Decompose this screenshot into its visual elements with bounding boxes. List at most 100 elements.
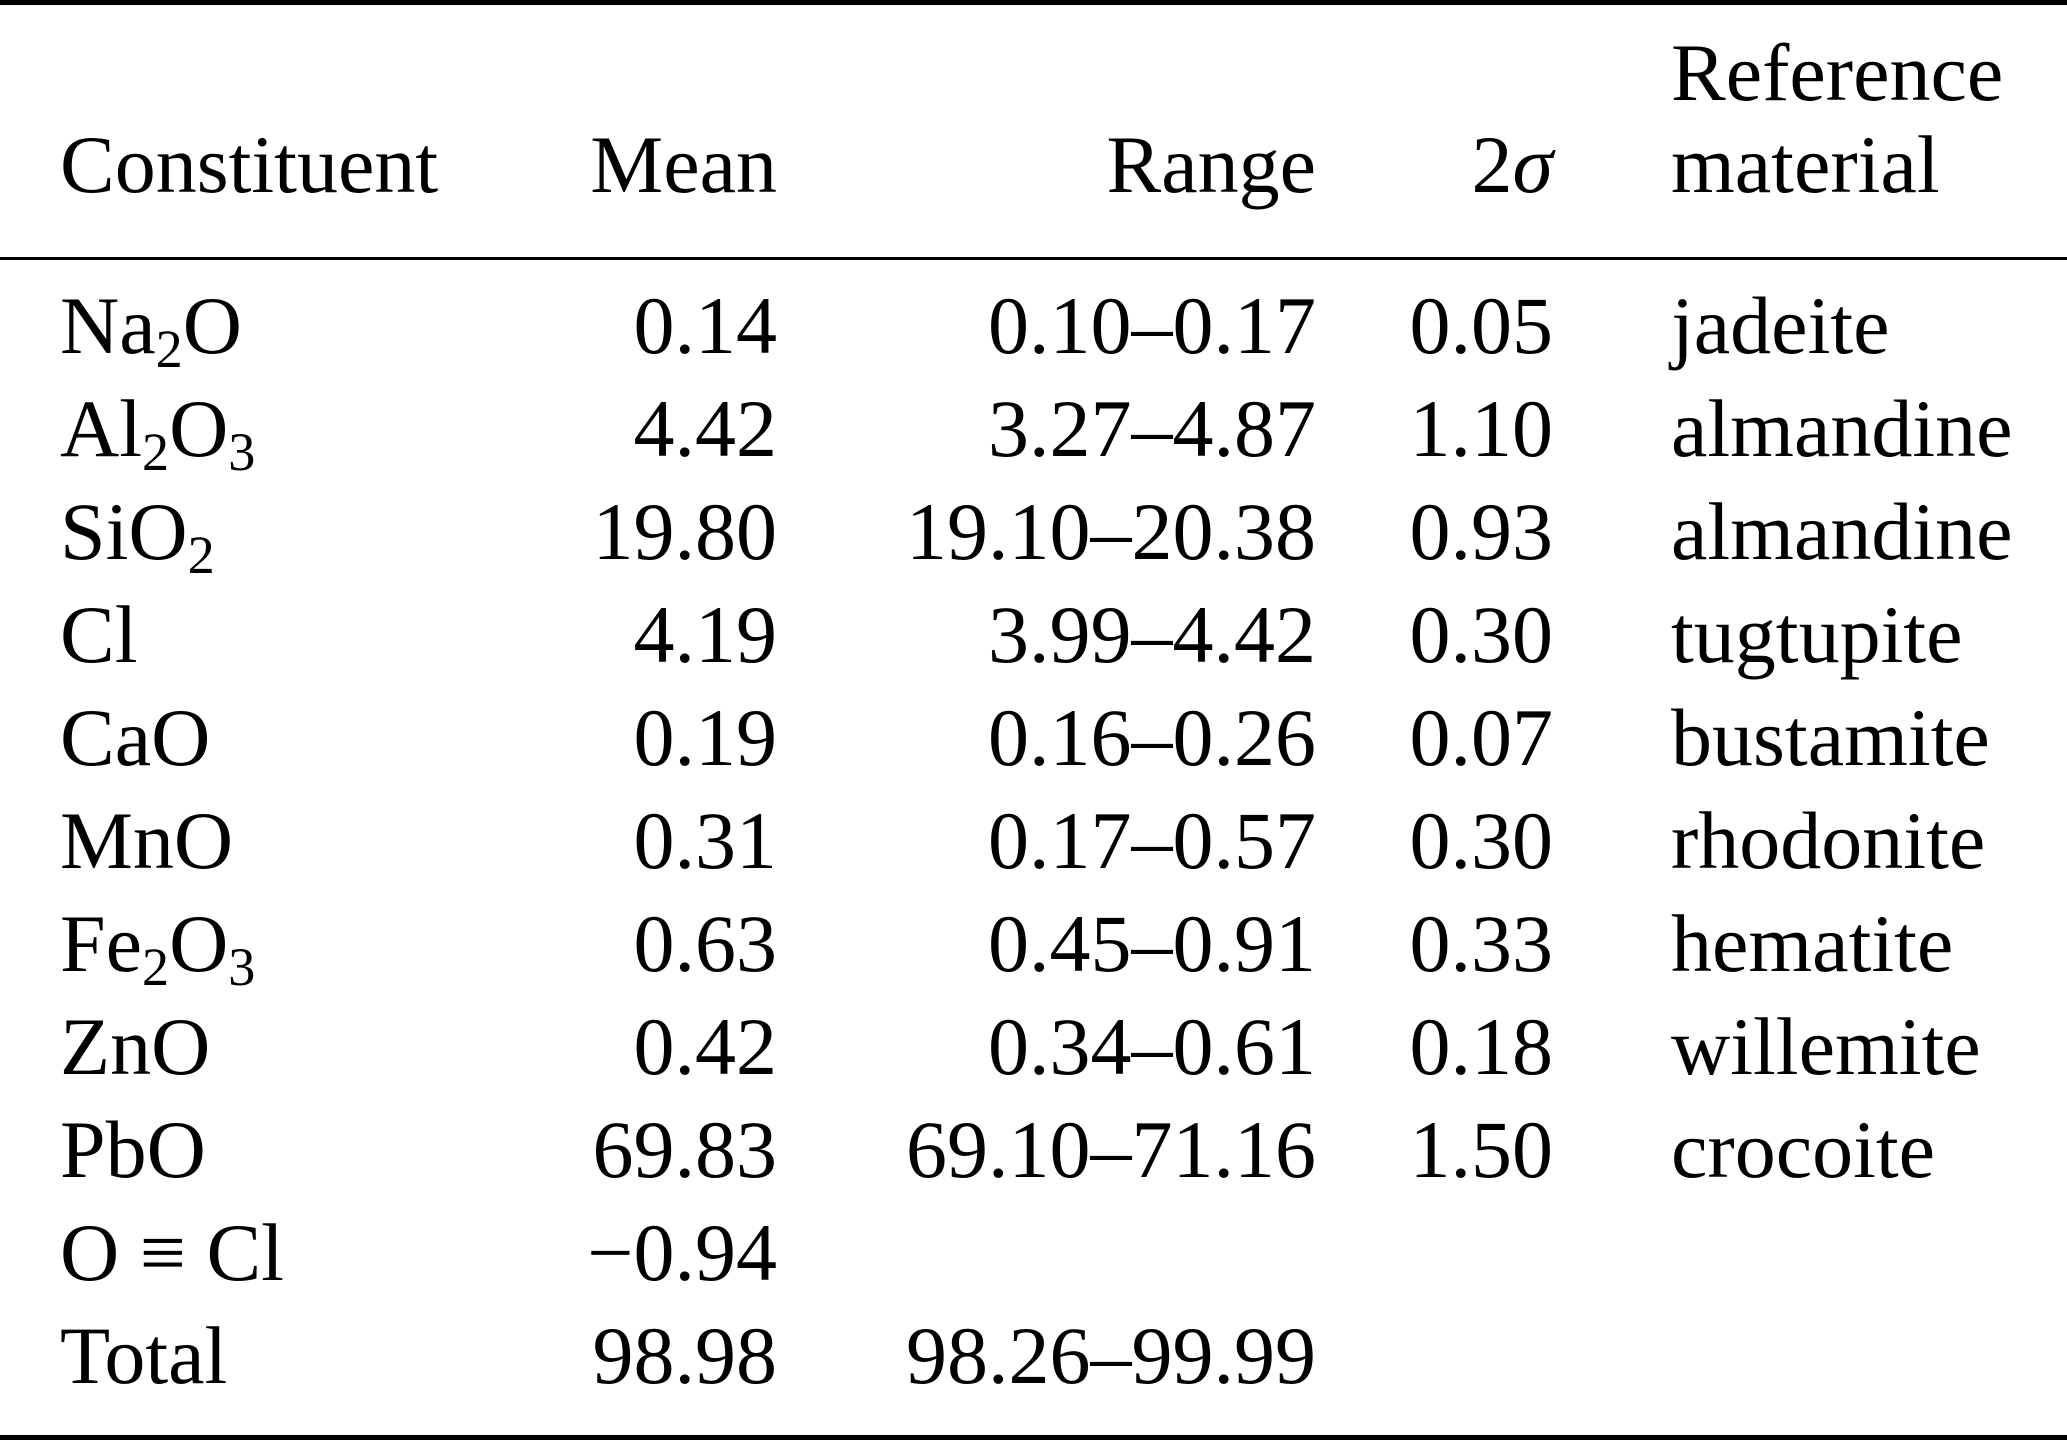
range-cell: 0.16–0.26 [988, 692, 1316, 783]
two-sigma-cell: 0.30 [1409, 795, 1554, 886]
table-body: Na2O 0.14 0.10–0.17 0.05 jadeite Al2O3 4.42 3.2… [0, 259, 2067, 1438]
two-sigma-cell: 0.33 [1409, 898, 1554, 989]
formula-text: O [182, 280, 242, 371]
reference-material-cell: tugtupite [1671, 589, 1963, 680]
formula-subscript: 3 [228, 937, 256, 998]
constituent-cell: O ≡ Cl [0, 1201, 520, 1304]
formula-text: Al [60, 383, 142, 474]
constituent-cell: SiO2 [0, 480, 520, 583]
two-sigma-cell: 1.10 [1409, 383, 1554, 474]
mean-cell: 98.98 [592, 1310, 778, 1401]
header-two-sigma: 2σ [1318, 2, 1553, 260]
two-sigma-cell: 0.30 [1409, 589, 1554, 680]
range-cell: 0.45–0.91 [988, 898, 1316, 989]
formula-text: Total [60, 1310, 228, 1401]
mean-cell: 4.19 [633, 589, 778, 680]
range-cell: 3.99–4.42 [988, 589, 1316, 680]
mean-cell: 0.31 [633, 795, 778, 886]
table-row: O ≡ Cl −0.94 [0, 1201, 2067, 1304]
range-cell: 3.27–4.87 [988, 383, 1316, 474]
range-cell: 19.10–20.38 [906, 486, 1316, 577]
reference-material-cell: willemite [1671, 1001, 1981, 1092]
formula-text: ZnO [60, 1001, 211, 1092]
reference-material-cell: bustamite [1671, 692, 1990, 783]
constituent-cell: Cl [0, 583, 520, 686]
two-sigma-cell: 0.07 [1409, 692, 1554, 783]
table-row: Fe2O3 0.63 0.45–0.91 0.33 hematite [0, 892, 2067, 995]
table-row: CaO 0.19 0.16–0.26 0.07 bustamite [0, 686, 2067, 789]
mean-cell: 19.80 [592, 486, 778, 577]
constituent-cell: ZnO [0, 995, 520, 1098]
table-header: Constituent Mean Range 2σ Reference mater… [0, 2, 2067, 260]
mean-cell: 0.63 [633, 898, 778, 989]
table-row: Al2O3 4.42 3.27–4.87 1.10 almandine [0, 377, 2067, 480]
constituent-cell: Al2O3 [0, 377, 520, 480]
header-range: Range [779, 2, 1318, 260]
header-reference-line2: material [1671, 119, 1940, 210]
table-row: PbO 69.83 69.10–71.16 1.50 crocoite [0, 1098, 2067, 1201]
reference-material-cell: hematite [1671, 898, 1954, 989]
range-cell: 0.10–0.17 [988, 280, 1316, 371]
header-mean: Mean [520, 2, 779, 260]
table-row: ZnO 0.42 0.34–0.61 0.18 willemite [0, 995, 2067, 1098]
two-sigma-prefix: 2 [1471, 119, 1513, 210]
formula-text: Cl [60, 589, 138, 680]
formula-text: SiO [60, 486, 188, 577]
two-sigma-cell: 0.18 [1409, 1001, 1554, 1092]
reference-material-cell: almandine [1671, 486, 2013, 577]
mean-cell: 69.83 [592, 1104, 778, 1195]
range-cell: 98.26–99.99 [906, 1310, 1316, 1401]
formula-subscript: 2 [142, 937, 170, 998]
range-cell: 69.10–71.16 [906, 1104, 1316, 1195]
formula-text: Na [60, 280, 156, 371]
mean-cell: 0.19 [633, 692, 778, 783]
constituent-cell: MnO [0, 789, 520, 892]
formula-text: PbO [60, 1104, 206, 1195]
formula-text: Fe [60, 898, 142, 989]
table-row: Na2O 0.14 0.10–0.17 0.05 jadeite [0, 259, 2067, 378]
formula-subscript: 3 [228, 422, 256, 483]
reference-material-cell [1553, 1201, 2067, 1304]
constituent-cell: Total [0, 1304, 520, 1438]
reference-material-cell [1553, 1304, 2067, 1438]
reference-material-cell: crocoite [1671, 1104, 1936, 1195]
range-cell: 0.34–0.61 [988, 1001, 1316, 1092]
header-constituent: Constituent [0, 2, 520, 260]
formula-subscript: 2 [187, 525, 215, 586]
constituent-cell: PbO [0, 1098, 520, 1201]
formula-subscript: 2 [155, 319, 183, 380]
two-sigma-cell: 0.05 [1409, 280, 1554, 371]
table-row: Total 98.98 98.26–99.99 [0, 1304, 2067, 1438]
reference-material-cell: rhodonite [1671, 795, 1986, 886]
two-sigma-cell [1318, 1201, 1553, 1304]
constituent-cell: CaO [0, 686, 520, 789]
mean-cell: 0.42 [633, 1001, 778, 1092]
formula-text: O [169, 898, 229, 989]
mean-cell: 4.42 [633, 383, 778, 474]
table-row: SiO2 19.80 19.10–20.38 0.93 almandine [0, 480, 2067, 583]
sigma-symbol: σ [1512, 119, 1553, 210]
table-row: MnO 0.31 0.17–0.57 0.30 rhodonite [0, 789, 2067, 892]
two-sigma-cell [1318, 1304, 1553, 1438]
constituent-cell: Na2O [0, 259, 520, 378]
formula-subscript: 2 [142, 422, 170, 483]
two-sigma-cell: 1.50 [1409, 1104, 1554, 1195]
two-sigma-cell: 0.93 [1409, 486, 1554, 577]
header-reference-line1: Reference [1671, 27, 2004, 118]
constituent-cell: Fe2O3 [0, 892, 520, 995]
header-reference-material: Reference material [1553, 2, 2067, 260]
formula-text: O ≡ Cl [60, 1207, 284, 1298]
range-cell: 0.17–0.57 [988, 795, 1316, 886]
mean-cell: −0.94 [587, 1207, 777, 1298]
header-row: Constituent Mean Range 2σ Reference mater… [0, 2, 2067, 260]
mean-cell: 0.14 [633, 280, 778, 371]
formula-text: CaO [60, 692, 211, 783]
reference-material-cell: almandine [1671, 383, 2013, 474]
formula-text: O [169, 383, 229, 474]
formula-text: MnO [60, 795, 234, 886]
table-row: Cl 4.19 3.99–4.42 0.30 tugtupite [0, 583, 2067, 686]
range-cell [779, 1201, 1318, 1304]
reference-material-cell: jadeite [1671, 280, 1890, 371]
